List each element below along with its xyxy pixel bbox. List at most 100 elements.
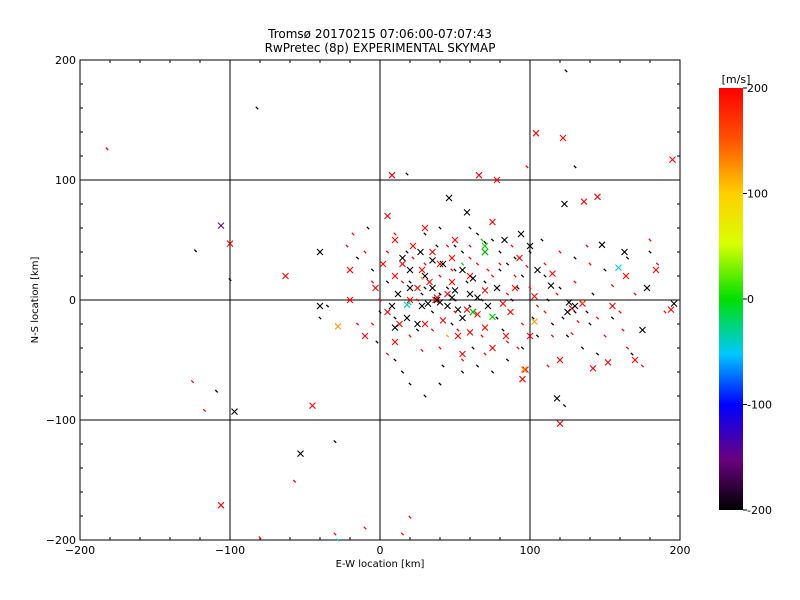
data-point-cross (316, 302, 324, 310)
data-point-tick (420, 348, 424, 353)
data-point-cross (414, 284, 421, 292)
data-point-tick (603, 268, 607, 272)
data-point-tick (333, 532, 337, 536)
data-point-tick (580, 300, 585, 305)
data-point-tick (516, 346, 520, 350)
data-point-cross (475, 171, 483, 179)
data-point-cross (451, 287, 459, 294)
data-point-cross (604, 359, 612, 366)
data-point-tick (580, 346, 585, 350)
data-point-tick (640, 364, 645, 368)
data-point-cross (444, 290, 451, 298)
data-point-tick (475, 364, 480, 368)
data-point-cross (399, 260, 406, 268)
y-tick-label: −100 (46, 414, 76, 427)
colorbar-tick-label: 200 (747, 82, 768, 95)
data-point-tick (585, 310, 589, 314)
data-point-tick (453, 268, 457, 272)
data-point-cross (454, 332, 462, 340)
data-point-cross (589, 365, 597, 372)
data-point-cross (474, 311, 481, 318)
data-point-tick (513, 256, 517, 260)
data-point-cross (433, 294, 441, 301)
data-point-cross (559, 134, 567, 142)
data-point-cross (444, 302, 451, 310)
data-point-tick (498, 268, 502, 272)
data-point-cross (501, 236, 508, 244)
data-point-tick (363, 250, 367, 254)
data-point-cross (531, 293, 538, 300)
grid-lines (80, 60, 680, 540)
data-point-tick (435, 244, 439, 248)
data-point-cross (556, 356, 564, 364)
data-point-cross (519, 375, 526, 383)
data-point-cross (436, 299, 444, 306)
data-point-cross (556, 420, 564, 427)
data-point-tick (105, 147, 109, 151)
data-point-tick (561, 316, 565, 320)
data-point-tick (505, 292, 510, 296)
data-point-cross (553, 395, 561, 402)
data-point-tick (573, 310, 577, 314)
data-point-tick (366, 226, 370, 230)
data-point-cross (426, 278, 433, 286)
data-point-tick (460, 370, 465, 374)
data-point-tick (423, 262, 427, 266)
data-point-tick (385, 250, 390, 254)
data-point-cross (481, 287, 489, 294)
data-point-tick (513, 274, 517, 278)
data-point-tick (475, 232, 480, 236)
data-point-tick (400, 280, 405, 284)
data-point-cross (316, 248, 324, 256)
data-point-cross (384, 308, 391, 316)
data-point-tick (540, 238, 544, 242)
data-point-tick (558, 250, 562, 254)
data-point-tick (490, 370, 495, 374)
data-point-cross (391, 272, 399, 280)
data-point-tick (588, 262, 592, 266)
data-point-cross (334, 323, 342, 330)
data-point-tick (475, 262, 480, 266)
data-point-tick (595, 316, 600, 320)
data-point-cross (652, 266, 660, 274)
y-tick-label: 200 (55, 54, 76, 67)
data-point-tick (430, 310, 435, 314)
x-tick-label: 100 (520, 544, 541, 557)
data-point-cross (403, 314, 411, 322)
data-point-tick (498, 250, 502, 254)
data-point-cross (451, 236, 459, 244)
data-point-cross (615, 264, 622, 271)
data-point-cross (388, 302, 396, 310)
data-point-cross (384, 212, 391, 220)
data-point-cross (421, 272, 429, 280)
x-tick-label: −100 (215, 544, 245, 557)
data-point-tick (441, 364, 445, 368)
data-point-tick (423, 232, 427, 236)
data-point-tick (505, 358, 510, 362)
data-point-tick (453, 310, 457, 314)
data-point-cross (507, 308, 514, 316)
data-point-tick (516, 286, 520, 290)
data-point-tick (408, 515, 412, 519)
data-point-tick (525, 264, 529, 269)
data-point-tick (378, 310, 382, 314)
data-point-cross (459, 314, 466, 322)
data-point-tick (550, 322, 555, 326)
data-point-tick (595, 352, 600, 356)
data-point-tick (214, 389, 219, 393)
data-point-cross (217, 222, 225, 229)
chart-title: Tromsø 20170215 07:06:00-07:07:43 (267, 27, 492, 41)
data-point-tick (625, 256, 630, 260)
data-point-tick (655, 262, 660, 266)
colorbar-tick-label: -100 (747, 399, 772, 412)
data-point-tick (573, 280, 577, 284)
data-point-tick (228, 277, 232, 282)
data-point-cross (391, 324, 399, 331)
x-axis-label: E-W location [km] (336, 559, 425, 570)
data-point-cross (436, 260, 444, 268)
data-point-tick (558, 286, 562, 290)
data-point-tick (411, 256, 415, 260)
data-point-tick (408, 280, 412, 284)
data-point-tick (573, 256, 577, 260)
data-point-tick (555, 292, 559, 296)
